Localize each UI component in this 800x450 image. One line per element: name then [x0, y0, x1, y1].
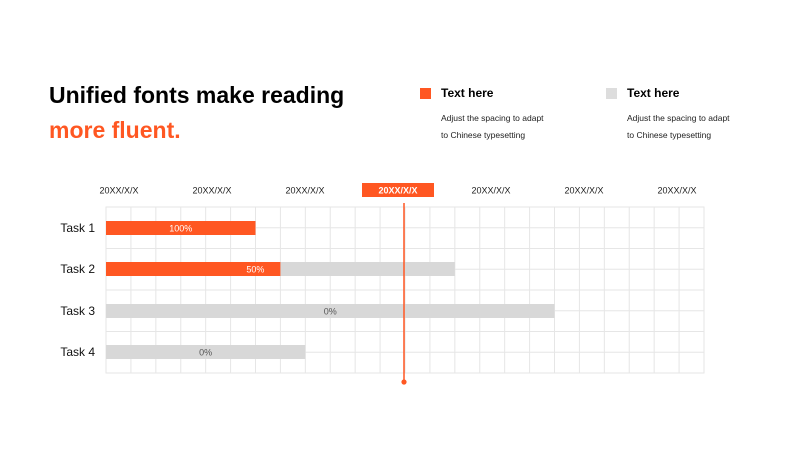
legend-description-line: to Chinese typesetting [627, 130, 712, 140]
legend-swatch-orange [420, 88, 431, 99]
date-label-highlighted: 20XX/X/X [378, 186, 417, 196]
legend-title: Text here [627, 86, 680, 100]
task-bar-progress [106, 221, 256, 235]
task-label: Task 4 [60, 345, 95, 359]
legend-description-line: to Chinese typesetting [441, 130, 526, 140]
legend-description: Adjust the spacing to adapt to Chinese t… [627, 110, 777, 144]
date-label: 20XX/X/X [99, 186, 138, 196]
task-progress-label: 0% [324, 307, 337, 317]
task-progress-label: 50% [246, 265, 264, 275]
task-label: Task 1 [60, 221, 95, 235]
title-line-2: more fluent. [49, 117, 181, 143]
task-label: Task 3 [60, 304, 95, 318]
task-bar-remaining [106, 345, 306, 359]
title-line-1: Unified fonts make reading [49, 82, 345, 108]
legend-description-line: Adjust the spacing to adapt [627, 113, 730, 123]
date-highlight-box [362, 183, 434, 197]
legend-title: Text here [441, 86, 494, 100]
legend-swatch-gray [606, 88, 617, 99]
task-bar-remaining [106, 304, 555, 318]
legend-description-line: Adjust the spacing to adapt [441, 113, 544, 123]
task-bar-progress [106, 262, 281, 276]
date-label: 20XX/X/X [657, 186, 696, 196]
task-progress-label: 0% [199, 348, 212, 358]
today-marker-dot [401, 379, 407, 385]
date-label: 20XX/X/X [471, 186, 510, 196]
task-label: Task 2 [60, 262, 95, 276]
date-label: 20XX/X/X [564, 186, 603, 196]
date-label: 20XX/X/X [192, 186, 231, 196]
legend-description: Adjust the spacing to adapt to Chinese t… [441, 110, 591, 144]
date-label: 20XX/X/X [285, 186, 324, 196]
task-progress-label: 100% [169, 224, 192, 234]
